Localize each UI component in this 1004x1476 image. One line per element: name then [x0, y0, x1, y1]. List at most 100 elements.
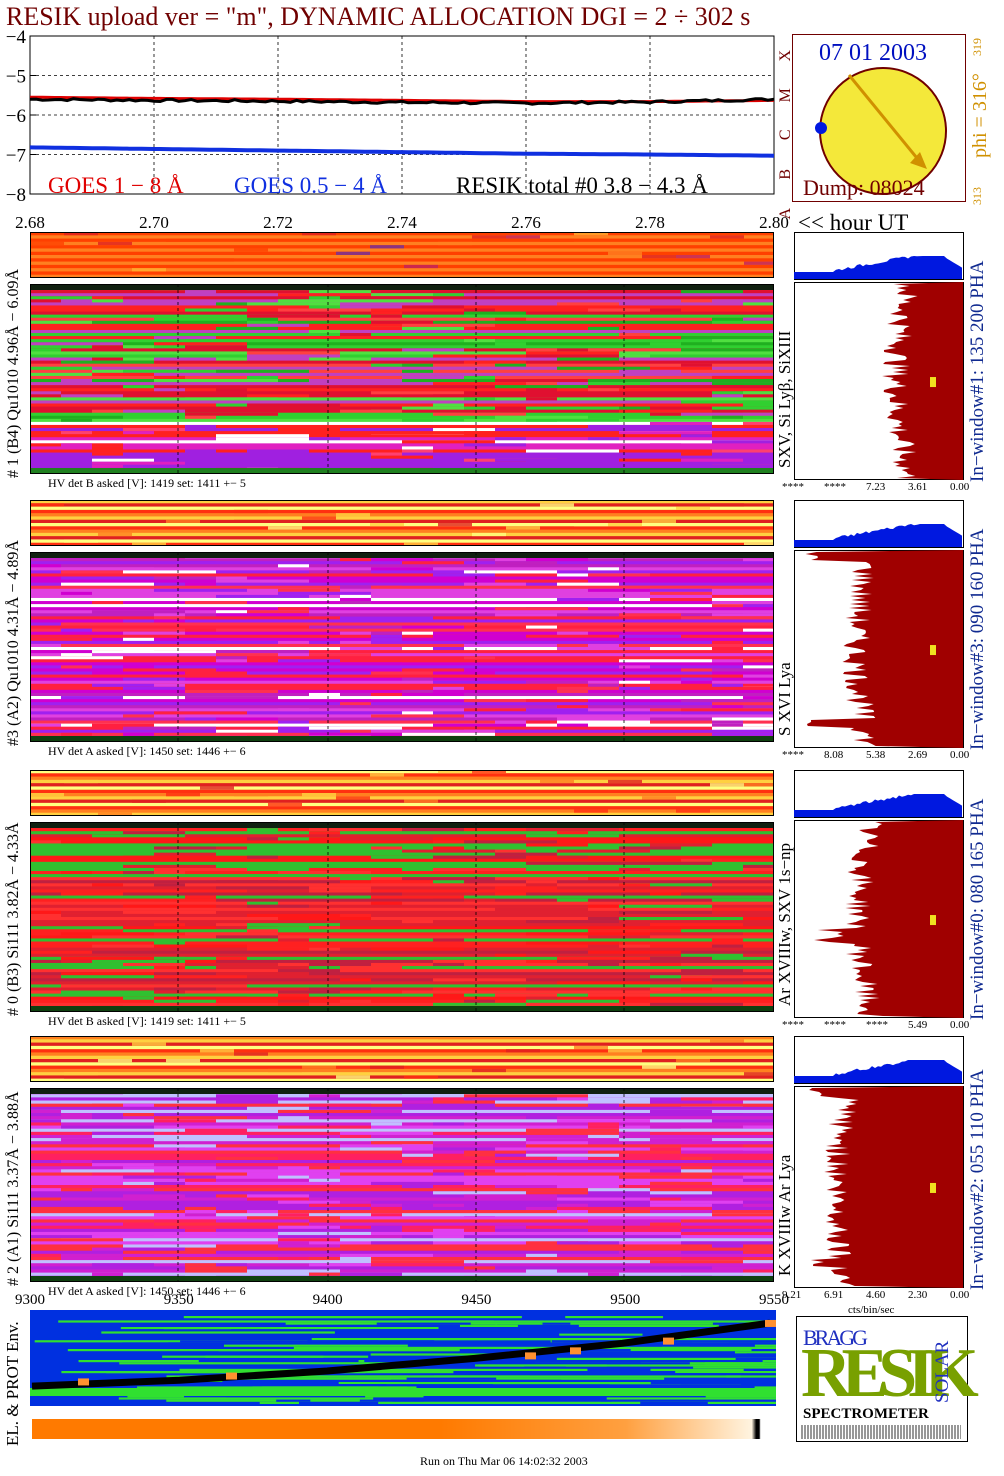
spectrogram-cell	[681, 1241, 774, 1245]
spectrum-tick-label: 5.38	[866, 749, 886, 761]
spectrogram-cell	[216, 1222, 309, 1227]
spectrogram-cell	[92, 1235, 185, 1239]
spectrogram-cell	[619, 333, 650, 337]
sun-diagram	[815, 67, 947, 195]
spectrogram-row	[30, 1116, 774, 1120]
spectrogram-row	[30, 382, 774, 386]
band-cell	[506, 1049, 540, 1053]
band-row	[30, 513, 774, 517]
spectrogram-cell	[526, 1138, 619, 1142]
spectrogram-row	[30, 1134, 774, 1139]
spectrogram-cell	[557, 366, 650, 371]
spectrogram-cell	[681, 1150, 743, 1155]
band-row	[30, 796, 774, 801]
spectrum-profile	[794, 1086, 964, 1288]
spectrogram-cell	[588, 308, 650, 313]
band-row	[30, 503, 774, 508]
spectrogram-cell	[712, 601, 774, 605]
band-row	[30, 500, 774, 504]
dump-label: Dump: 08024	[803, 175, 925, 200]
spectrogram-cell	[495, 907, 588, 912]
spectrogram-cell	[92, 671, 185, 676]
spectrum-tick-label: 6.91	[824, 1289, 844, 1301]
spectrogram-cell	[278, 938, 309, 943]
spectrogram-cell	[650, 932, 743, 936]
spectrogram-cell	[681, 708, 774, 712]
spectrogram-cell	[712, 440, 774, 444]
spectrogram-cell	[464, 656, 495, 660]
band-cell	[370, 245, 404, 249]
spectrogram-cell	[154, 711, 247, 715]
band-cell	[30, 793, 64, 797]
spectrogram-cell	[681, 1169, 712, 1173]
band-cell	[336, 796, 370, 800]
spectrogram-cell	[309, 1263, 371, 1267]
spectrogram-cell	[526, 843, 588, 848]
spectrogram-cell	[371, 671, 433, 676]
env-band	[180, 1340, 435, 1343]
spectrogram-cell	[185, 1228, 216, 1233]
env-band	[122, 1342, 481, 1345]
env-band	[183, 1395, 279, 1398]
env-band	[48, 1329, 164, 1332]
band-frame	[30, 500, 774, 546]
spectrogram-row	[30, 1250, 774, 1255]
run-footer: Run on Thu Mar 06 14:02:32 2003	[420, 1454, 588, 1468]
page-title: RESIK upload ver = "m", DYNAMIC ALLOCATI…	[6, 2, 751, 31]
spectrogram-cell	[309, 926, 340, 930]
spectrum-area	[882, 282, 963, 480]
spectrogram-cell	[278, 708, 309, 712]
spectrogram-row	[30, 1094, 774, 1098]
env-band	[376, 1322, 471, 1325]
channel-label: #3 (A2) Qu1010 4.31Å − 4.89Å	[5, 540, 22, 746]
spectrogram-cell	[185, 379, 278, 383]
spectrogram-cell	[464, 1216, 495, 1220]
band-row	[30, 1042, 774, 1047]
spectrogram-cell	[743, 403, 774, 408]
spectrogram-cell	[712, 1113, 743, 1117]
band-cell	[132, 542, 166, 546]
spectrogram-cell	[619, 944, 650, 949]
in-window-label: In−window#1: 135 200 PHA	[967, 260, 988, 482]
spectrogram-cell	[30, 424, 123, 429]
spectrogram-cell	[123, 570, 216, 574]
spectrogram-row	[30, 570, 774, 574]
spectrogram-row	[30, 333, 774, 337]
spectrogram-cell	[30, 910, 61, 915]
spectrogram-cell	[123, 604, 185, 608]
y-tick-label: −8	[6, 185, 26, 206]
spectrogram-cell	[371, 1241, 433, 1245]
spectrogram-cell	[154, 1144, 216, 1148]
spectrogram-cell	[185, 582, 216, 587]
spectrogram-cell	[743, 607, 774, 611]
band-cell	[200, 258, 234, 262]
spectrogram-cell	[92, 610, 185, 614]
spectrogram-row	[30, 831, 774, 835]
spectrogram-row	[30, 950, 774, 955]
spectrogram-cell	[371, 567, 433, 571]
spectrogram-row	[30, 339, 774, 343]
band-cell	[710, 783, 744, 787]
env-band	[162, 1355, 324, 1358]
spectrogram-cell	[495, 437, 588, 441]
spectrogram-cell	[154, 1219, 216, 1224]
band-cell	[710, 503, 744, 507]
y-tick-label: −4	[6, 28, 27, 48]
spectrogram-cell	[185, 1128, 247, 1133]
spectrogram-cell	[247, 320, 278, 325]
spectrogram-row	[30, 1210, 774, 1214]
spectrogram-cell	[92, 372, 154, 377]
spectrogram-cell	[61, 972, 154, 976]
spectrogram-cell	[30, 1197, 61, 1202]
spectrogram-cell	[557, 689, 588, 694]
spectrogram-cell	[712, 320, 774, 325]
band-row	[30, 268, 774, 272]
spectrogram-cell	[433, 421, 464, 426]
spectrogram-cell	[154, 336, 216, 340]
spectrogram-cell	[619, 424, 712, 429]
spectrogram-cell	[309, 692, 340, 697]
spectrogram-cell	[712, 720, 743, 725]
spectrogram-cell	[681, 452, 712, 457]
spectrogram-frame	[30, 1088, 774, 1282]
spectrogram-cell	[588, 962, 619, 967]
